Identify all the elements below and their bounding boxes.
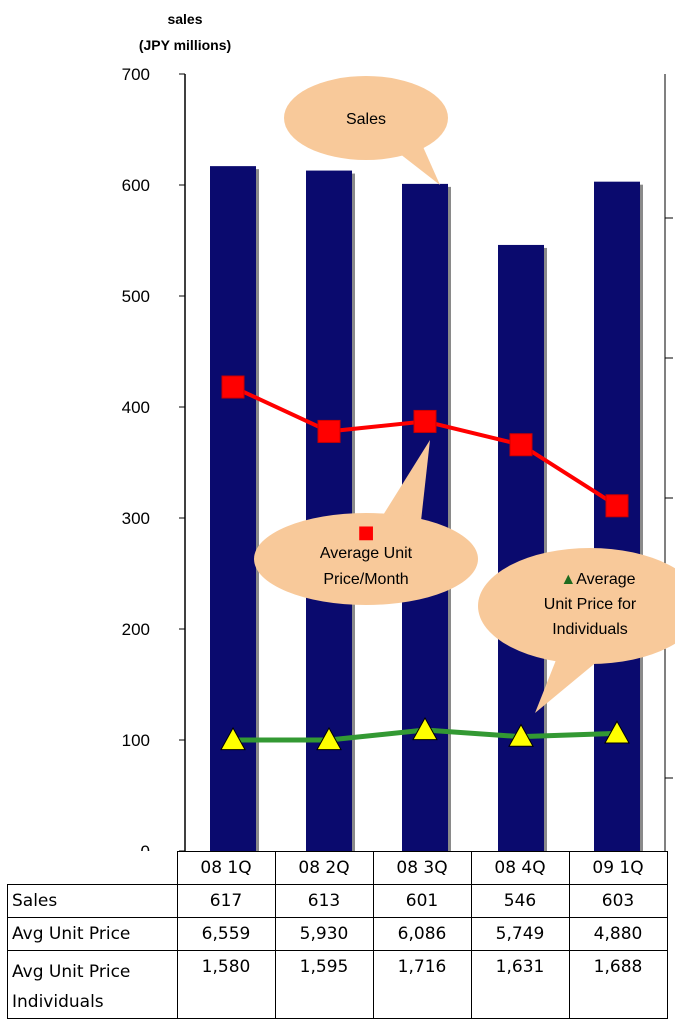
y-axis-ticks: 0 100 200 300 400 500 600 700 bbox=[122, 65, 185, 851]
avg-unit-price-individuals-point bbox=[604, 720, 630, 744]
category-label: 08 4Q bbox=[470, 851, 570, 885]
table-cell: 1,595 bbox=[274, 950, 374, 1019]
category-label: 08 1Q bbox=[176, 851, 276, 885]
avg-unit-price-individuals-point bbox=[316, 726, 342, 751]
callout-tail bbox=[535, 650, 605, 713]
avg-unit-price-individuals-point bbox=[508, 723, 534, 747]
callout-tail bbox=[380, 440, 430, 530]
table-cell: 617 bbox=[176, 884, 276, 918]
y-axis-title-line: (JPY millions) bbox=[139, 37, 231, 53]
callouts: Sales Average Unit Price/Month ■ ▲Average Uni… bbox=[254, 76, 675, 713]
table-cell: 1,716 bbox=[372, 950, 472, 1019]
callout-text: ▲Average bbox=[560, 571, 635, 588]
y-axis-title: sales (JPY millions) bbox=[139, 11, 231, 53]
row-label: Sales bbox=[7, 884, 178, 918]
category-label: 09 1Q bbox=[568, 851, 668, 885]
y-tick-label: 100 bbox=[122, 731, 150, 750]
triangle-icon: ▲ bbox=[560, 571, 576, 588]
callout-text: Individuals bbox=[552, 621, 628, 638]
category-label: 08 2Q bbox=[274, 851, 374, 885]
data-table: 08 1Q 08 2Q 08 3Q 08 4Q 09 1Q Sales 617 613 601 5… bbox=[7, 851, 668, 1019]
sales-bar bbox=[498, 244, 544, 851]
y-tick-label: 700 bbox=[122, 65, 150, 84]
y-tick-label: 400 bbox=[122, 398, 150, 417]
table-cell: 601 bbox=[372, 884, 472, 918]
table-cell: 603 bbox=[568, 884, 668, 918]
y-tick-label: 500 bbox=[122, 287, 150, 306]
y-tick-label: 300 bbox=[122, 509, 150, 528]
table-cell: 1,580 bbox=[176, 950, 276, 1019]
callout-text: Sales bbox=[346, 111, 386, 128]
y-tick-label: 200 bbox=[122, 620, 150, 639]
y-axis-title-line: sales bbox=[167, 11, 202, 27]
line-series bbox=[220, 375, 630, 751]
table-cell: 1,631 bbox=[470, 950, 570, 1019]
table-cell: 546 bbox=[470, 884, 570, 918]
table-header-row: 08 1Q 08 2Q 08 3Q 08 4Q 09 1Q bbox=[8, 851, 668, 885]
avg-unit-price-individuals-point bbox=[412, 716, 438, 741]
table-cell: 6,086 bbox=[372, 917, 472, 951]
table-cell: 613 bbox=[274, 884, 374, 918]
chart: sales (JPY millions) 0 100 200 300 400 500 600 7… bbox=[122, 11, 675, 851]
callout-text: Average Unit bbox=[320, 545, 413, 562]
avg-unit-price-point bbox=[317, 419, 341, 443]
callout-bubble bbox=[478, 548, 675, 664]
table-cell: 1,688 bbox=[568, 950, 668, 1019]
callout-bubble bbox=[254, 513, 478, 605]
avg-unit-price-point bbox=[509, 433, 533, 457]
avg-unit-price-point bbox=[605, 494, 629, 518]
row-label: Avg Unit Price bbox=[7, 917, 178, 951]
avg-unit-price-point bbox=[221, 375, 245, 399]
table-cell: 5,930 bbox=[274, 917, 374, 951]
avg-unit-price-point bbox=[413, 409, 437, 433]
table-row: Sales 617 613 601 546 603 bbox=[7, 884, 668, 918]
table-cell: 4,880 bbox=[568, 917, 668, 951]
table-cell: 6,559 bbox=[176, 917, 276, 951]
square-icon: ■ bbox=[357, 522, 374, 543]
table-cell: 5,749 bbox=[470, 917, 570, 951]
avg-unit-price-individuals-point bbox=[220, 726, 246, 751]
table-row: Avg Unit Price 6,559 5,930 6,086 5,749 4,880 bbox=[7, 917, 668, 951]
table-corner bbox=[8, 852, 178, 885]
sales-bars bbox=[210, 166, 643, 851]
category-label: 08 3Q bbox=[372, 851, 472, 885]
callout-text: Unit Price for bbox=[544, 596, 637, 613]
y-tick-label: 0 bbox=[141, 842, 150, 851]
y-tick-label: 600 bbox=[122, 176, 150, 195]
table-row: Avg Unit Price Individuals 1,580 1,595 1,716… bbox=[7, 950, 668, 1019]
callout-text: Price/Month bbox=[323, 571, 408, 588]
row-label: Avg Unit Price Individuals bbox=[7, 950, 178, 1019]
callout-bubble bbox=[284, 76, 448, 160]
